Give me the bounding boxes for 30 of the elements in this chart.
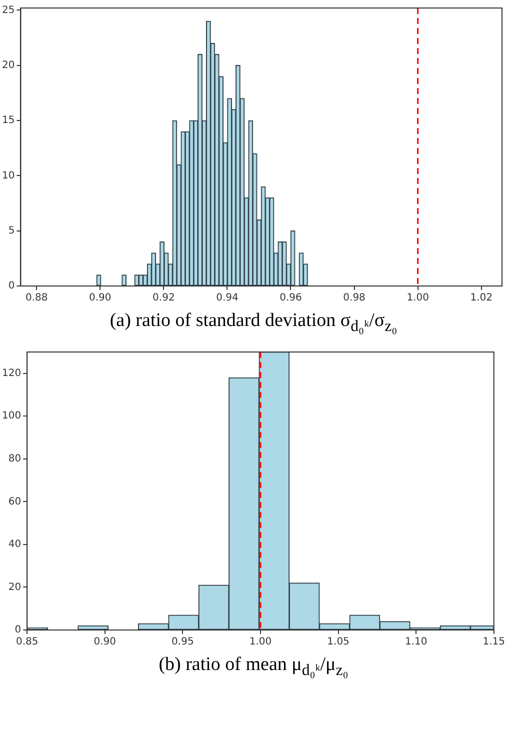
x-tick-label: 1.15 — [482, 636, 505, 648]
x-tick-label: 0.96 — [280, 292, 302, 304]
y-tick-label: 0 — [8, 280, 15, 292]
y-tick-label: 10 — [2, 170, 15, 182]
x-axis-title: (b) ratio of mean μ$_{d₀ᵏ}$/μ$_{z₀}$ — [158, 653, 350, 681]
x-tick-label: 0.92 — [152, 292, 175, 304]
x-tick-label: 0.90 — [89, 292, 112, 304]
x-axis-title: (a) ratio of standard deviation σ$_{d₀ᵏ}$/σ$_{z₀}$ — [108, 309, 398, 337]
y-tick-label: 5 — [8, 225, 15, 236]
x-tick-label: 1.00 — [406, 292, 429, 304]
x-tick-label: 1.10 — [404, 636, 428, 648]
x-tick-label: 0.85 — [16, 636, 38, 648]
x-tick-label: 0.98 — [343, 292, 366, 304]
y-tick-label: 40 — [8, 539, 22, 550]
y-tick-label: 60 — [8, 496, 22, 508]
x-tick-label: 1.00 — [249, 636, 272, 648]
y-tick-label: 120 — [2, 368, 22, 379]
y-tick-label: 80 — [8, 454, 22, 465]
y-tick-label: 0 — [14, 624, 22, 636]
x-tick-label: 0.90 — [94, 636, 116, 648]
x-tick-label: 1.05 — [327, 636, 350, 648]
x-tick-label: 0.94 — [216, 292, 238, 304]
y-tick-label: 100 — [2, 410, 22, 422]
x-tick-label: 1.02 — [470, 292, 492, 304]
y-tick-label: 20 — [2, 60, 15, 71]
x-tick-label: 0.95 — [172, 636, 194, 648]
x-tick-label: 0.88 — [25, 292, 48, 304]
y-tick-label: 20 — [8, 582, 22, 593]
y-tick-label: 15 — [2, 115, 15, 126]
y-tick-label: 25 — [2, 4, 15, 16]
